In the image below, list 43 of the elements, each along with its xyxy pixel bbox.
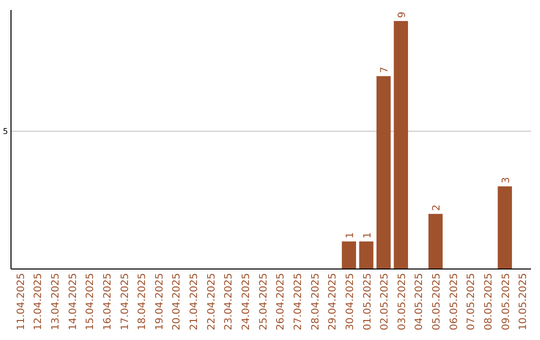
x-tick-label: 25.04.2025 <box>258 273 270 330</box>
data-label: 2 <box>432 204 443 211</box>
x-tick-label: 16.04.2025 <box>102 273 114 330</box>
x-tick-label: 14.04.2025 <box>68 273 79 330</box>
bar <box>376 76 391 269</box>
data-label: 3 <box>500 176 512 184</box>
x-tick-label: 28.04.2025 <box>310 273 322 330</box>
x-tick-label: 21.04.2025 <box>189 273 200 330</box>
x-tick-label: 19.04.2025 <box>154 273 166 330</box>
bar <box>498 186 512 269</box>
x-tick-label: 07.05.2025 <box>466 273 478 330</box>
x-tick-label: 06.05.2025 <box>448 273 460 330</box>
x-tick-label: 22.04.2025 <box>206 273 218 330</box>
x-tick-label: 03.05.2025 <box>396 273 408 330</box>
x-tick-label: 30.04.2025 <box>344 273 356 330</box>
y-tick-label: 5 <box>2 127 8 136</box>
x-tick-label: 10.05.2025 <box>518 273 530 330</box>
x-tick-label: 15.04.2025 <box>85 273 96 330</box>
x-tick-label: 08.05.2025 <box>484 273 495 330</box>
bar <box>342 241 356 269</box>
x-tick-label: 24.04.2025 <box>241 273 252 330</box>
x-tick-label: 17.04.2025 <box>120 273 131 330</box>
x-tick-label: 27.04.2025 <box>292 273 304 330</box>
data-label: 1 <box>362 232 374 238</box>
x-tick-label: 29.04.2025 <box>328 273 339 330</box>
bar <box>428 214 443 269</box>
data-label: 7 <box>380 66 391 74</box>
x-tick-label: 13.04.2025 <box>50 273 62 330</box>
x-tick-label: 02.05.2025 <box>380 273 391 330</box>
x-tick-label: 11.04.2025 <box>16 273 27 330</box>
x-tick-label: 18.04.2025 <box>137 273 148 330</box>
x-tick-label: 09.05.2025 <box>500 273 512 330</box>
bar <box>359 241 374 269</box>
x-tick-label: 23.04.2025 <box>224 273 235 330</box>
x-tick-label: 04.05.2025 <box>414 273 426 330</box>
x-tick-label: 01.05.2025 <box>362 273 374 330</box>
x-tick-label: 20.04.2025 <box>172 273 183 330</box>
data-label: 9 <box>396 12 408 18</box>
x-tick-label: 12.04.2025 <box>33 273 44 330</box>
bar <box>394 21 408 269</box>
x-tick-label: 05.05.2025 <box>432 273 443 330</box>
x-tick-label: 26.04.2025 <box>276 273 287 330</box>
data-label: 1 <box>344 232 356 238</box>
